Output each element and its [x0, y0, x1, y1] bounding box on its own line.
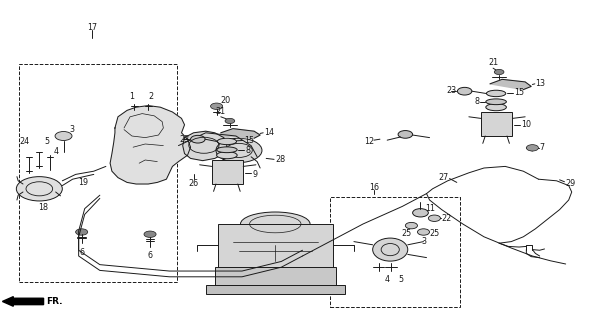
Circle shape — [457, 87, 472, 95]
Text: 21: 21 — [488, 58, 498, 67]
Circle shape — [16, 177, 62, 201]
Ellipse shape — [486, 104, 506, 111]
Text: 4: 4 — [53, 148, 58, 156]
Text: 18: 18 — [39, 203, 48, 212]
Text: 23: 23 — [179, 135, 189, 144]
Text: 25: 25 — [430, 229, 440, 238]
Polygon shape — [110, 106, 191, 184]
Text: 2: 2 — [149, 92, 154, 101]
Bar — [481, 112, 512, 136]
Text: 15: 15 — [514, 88, 525, 97]
Ellipse shape — [217, 152, 237, 159]
Ellipse shape — [486, 90, 506, 97]
Text: 8: 8 — [474, 97, 479, 106]
Text: 17: 17 — [87, 23, 97, 32]
Ellipse shape — [373, 238, 408, 261]
Circle shape — [405, 222, 417, 229]
Text: 15: 15 — [244, 136, 254, 145]
Circle shape — [191, 135, 205, 143]
Text: 22: 22 — [442, 214, 452, 223]
Text: FR.: FR. — [46, 297, 62, 306]
Text: 12: 12 — [364, 137, 374, 146]
Ellipse shape — [486, 99, 506, 105]
Text: 5: 5 — [399, 275, 404, 284]
Circle shape — [428, 215, 440, 221]
Text: 9: 9 — [252, 170, 257, 179]
Text: 8: 8 — [245, 146, 250, 155]
Polygon shape — [221, 129, 260, 138]
Text: 6: 6 — [79, 248, 84, 257]
Polygon shape — [183, 131, 227, 161]
Ellipse shape — [217, 147, 237, 153]
Text: 14: 14 — [264, 128, 275, 137]
Circle shape — [398, 131, 413, 138]
Circle shape — [55, 132, 72, 140]
Text: 25: 25 — [402, 229, 411, 238]
Text: 4: 4 — [385, 275, 390, 284]
Text: 23: 23 — [446, 86, 457, 95]
Circle shape — [211, 103, 223, 109]
Bar — [212, 160, 243, 184]
Text: 3: 3 — [422, 237, 427, 246]
Text: 29: 29 — [566, 179, 576, 188]
Circle shape — [413, 209, 428, 217]
Bar — [215, 267, 336, 286]
Text: 16: 16 — [369, 183, 379, 192]
Text: 11: 11 — [425, 204, 436, 213]
Text: 26: 26 — [189, 179, 198, 188]
Text: 13: 13 — [535, 79, 546, 88]
Text: 7: 7 — [540, 143, 544, 152]
Text: 5: 5 — [44, 137, 49, 146]
Text: 1: 1 — [129, 92, 134, 101]
Circle shape — [76, 229, 88, 235]
Ellipse shape — [217, 138, 237, 145]
Bar — [330, 197, 460, 307]
Text: 3: 3 — [70, 125, 74, 134]
Ellipse shape — [241, 212, 310, 236]
Text: 24: 24 — [19, 137, 29, 146]
Text: 27: 27 — [439, 173, 449, 182]
Polygon shape — [490, 79, 531, 90]
Text: 6: 6 — [148, 251, 152, 260]
Bar — [218, 224, 333, 269]
Circle shape — [225, 118, 235, 124]
Bar — [206, 285, 345, 294]
Circle shape — [144, 231, 156, 237]
Text: 21: 21 — [216, 107, 226, 116]
FancyArrow shape — [2, 297, 44, 306]
Text: 19: 19 — [79, 178, 88, 187]
Text: 10: 10 — [522, 120, 532, 129]
Circle shape — [526, 145, 538, 151]
Bar — [19, 64, 177, 282]
Text: 28: 28 — [275, 156, 286, 164]
Circle shape — [494, 69, 504, 75]
Circle shape — [417, 229, 430, 235]
Text: 20: 20 — [221, 96, 231, 105]
Circle shape — [216, 138, 262, 163]
